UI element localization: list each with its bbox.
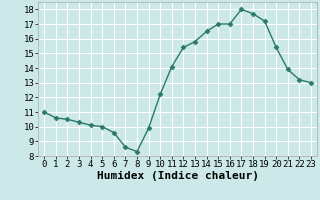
X-axis label: Humidex (Indice chaleur): Humidex (Indice chaleur) [97, 171, 259, 181]
